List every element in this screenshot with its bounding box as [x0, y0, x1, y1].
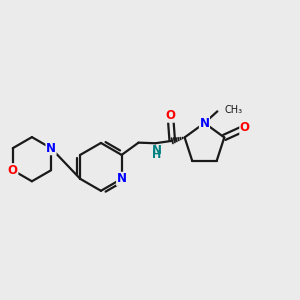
Text: N: N [152, 143, 162, 157]
Text: N: N [117, 172, 127, 185]
Text: H: H [152, 150, 161, 160]
Text: N: N [46, 142, 56, 155]
Text: CH₃: CH₃ [224, 105, 242, 116]
Text: O: O [166, 109, 176, 122]
Text: O: O [240, 122, 250, 134]
Text: N: N [200, 116, 209, 130]
Text: O: O [8, 164, 18, 177]
